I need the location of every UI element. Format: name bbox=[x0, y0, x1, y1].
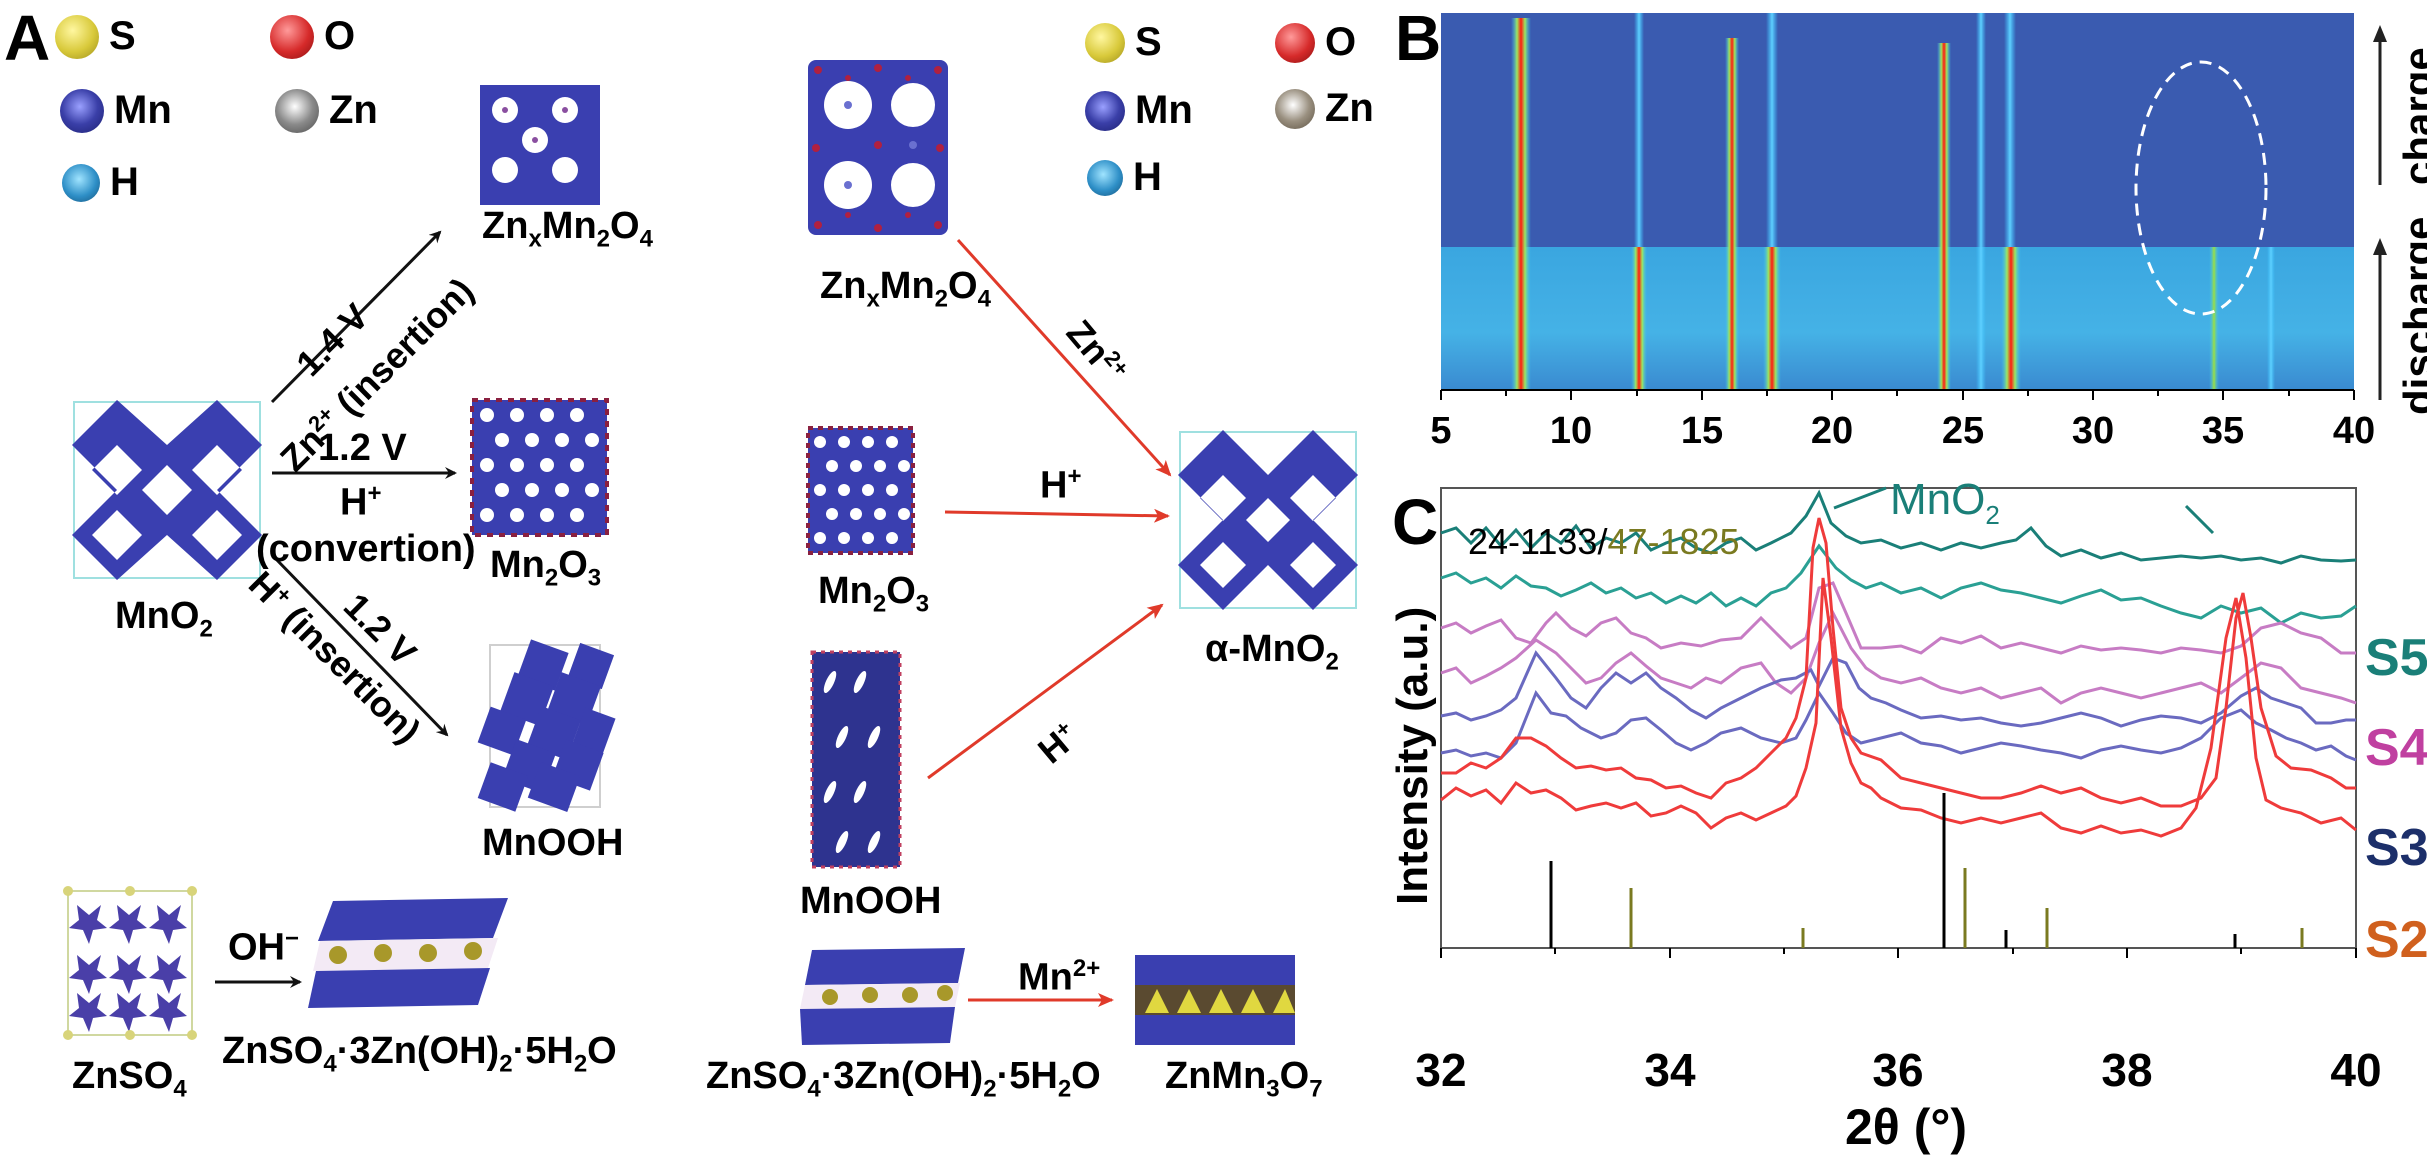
zhs-structure-icon-left bbox=[308, 898, 508, 1008]
legend-zn: Zn bbox=[275, 88, 378, 133]
zinc-atom-icon bbox=[1275, 88, 1315, 129]
znmn3o7-label: ZnMn3O7 bbox=[1165, 1055, 1323, 1103]
znxmn2o4-structure-icon bbox=[480, 85, 600, 205]
path2-voltage-label: 1.2 V bbox=[318, 427, 407, 469]
b-x-tick: 30 bbox=[2071, 410, 2115, 452]
b-x-tick: 5 bbox=[1430, 410, 1452, 452]
h-ion-label-mn2o3: H+ bbox=[1040, 463, 1082, 507]
b-x-tick: 10 bbox=[1549, 410, 1593, 452]
legend-mn: Mn bbox=[60, 88, 172, 133]
series-label-s3: S3 bbox=[2365, 819, 2427, 877]
hydrogen-atom-icon bbox=[1087, 159, 1123, 196]
path2-process-bottom-label: (convertion) bbox=[256, 528, 476, 570]
znxmn2o4-label: ZnxMn2O4 bbox=[482, 205, 653, 253]
legend-right-mn: Mn bbox=[1085, 88, 1193, 133]
c-x-tick: 40 bbox=[2330, 1044, 2382, 1096]
mn2o3-structure-icon-right bbox=[806, 426, 915, 555]
mn2-reagent-label: Mn2+ bbox=[1018, 955, 1101, 999]
discharge-label: discharge bbox=[2395, 216, 2427, 415]
sulfur-atom-icon bbox=[55, 14, 99, 59]
mn2o3-structure-icon bbox=[470, 398, 609, 537]
manganese-atom-icon bbox=[1085, 90, 1125, 131]
legend-o: O bbox=[270, 14, 355, 59]
b-x-tick: 25 bbox=[1941, 410, 1985, 452]
panel-a-label: A bbox=[4, 2, 51, 74]
series-label-s4: S4 bbox=[2365, 719, 2427, 777]
c-x-tick: 34 bbox=[1644, 1044, 1696, 1096]
znso4-label: ZnSO4 bbox=[72, 1055, 187, 1103]
series-label-s2: S2 bbox=[2365, 911, 2427, 969]
mnooh-label-right: MnOOH bbox=[800, 880, 942, 922]
zhs-structure-icon-right bbox=[800, 948, 965, 1045]
charge-label: charge bbox=[2395, 47, 2427, 185]
series-label-s5: S5 bbox=[2365, 629, 2427, 687]
oh-reagent-label: OH− bbox=[228, 925, 300, 969]
b-x-tick: 20 bbox=[1810, 410, 1854, 452]
b-x-tick: 40 bbox=[2332, 410, 2376, 452]
alpha-mno2-structure-icon bbox=[1178, 430, 1358, 610]
left-arrows bbox=[215, 230, 457, 988]
legend-right-s: S bbox=[1085, 20, 1162, 65]
reference-cards-label: 24-1133/47-1825 bbox=[1468, 521, 1740, 562]
sulfur-atom-icon bbox=[1085, 22, 1125, 63]
path2-process-top-label: H+ bbox=[340, 480, 382, 524]
charge-discharge-arrows bbox=[2373, 25, 2387, 400]
znso4-structure-icon bbox=[63, 886, 197, 1040]
panel-b-label: B bbox=[1395, 2, 1442, 74]
right-arrows bbox=[927, 238, 1172, 1007]
legend-right-zn: Zn bbox=[1275, 86, 1374, 131]
xrd-line-plot bbox=[1440, 486, 2357, 958]
panel-c-label: C bbox=[1392, 486, 1439, 558]
c-x-tick: 32 bbox=[1415, 1044, 1467, 1096]
manganese-atom-icon bbox=[60, 88, 104, 133]
znmn3o7-structure-icon bbox=[1135, 955, 1295, 1045]
c-x-tick: 38 bbox=[2101, 1044, 2153, 1096]
mnooh-label: MnOOH bbox=[482, 822, 624, 864]
legend-h: H bbox=[62, 160, 139, 205]
mnooh-structure-icon bbox=[477, 639, 616, 813]
c-y-axis-label: Intensity (a.u.) bbox=[1388, 606, 1437, 905]
mnooh-structure-icon-right bbox=[810, 650, 902, 869]
mno2-label: MnO2 bbox=[115, 595, 213, 643]
c-x-tick: 36 bbox=[1872, 1044, 1924, 1096]
mn2o3-label: Mn2O3 bbox=[490, 544, 602, 592]
znxmn2o4-structure-icon-right bbox=[808, 60, 948, 235]
zinc-atom-icon bbox=[275, 88, 319, 133]
b-x-tick: 35 bbox=[2201, 410, 2245, 452]
heatmap-peaks bbox=[1511, 13, 2275, 390]
hydrogen-atom-icon bbox=[62, 163, 100, 202]
znxmn2o4-label-right: ZnxMn2O4 bbox=[820, 265, 991, 313]
oxygen-atom-icon bbox=[1275, 22, 1315, 63]
legend-s: S bbox=[55, 14, 136, 59]
in-situ-xrd-heatmap bbox=[1441, 13, 2354, 247]
b-x-tick: 15 bbox=[1680, 410, 1724, 452]
mno2-structure-icon bbox=[72, 400, 262, 580]
mn2o3-label-right: Mn2O3 bbox=[818, 570, 930, 618]
alpha-mno2-label: α-MnO2 bbox=[1205, 628, 1339, 676]
heatmap-x-axis bbox=[1440, 389, 2355, 400]
zhs-label-right: ZnSO4·3Zn(OH)2·5H2O bbox=[706, 1055, 1101, 1103]
heatmap-discharge-region bbox=[1441, 247, 2354, 390]
zhs-label-left: ZnSO4·3Zn(OH)2·5H2O bbox=[222, 1030, 617, 1078]
c-x-axis-label: 2θ (°) bbox=[1845, 1099, 1968, 1155]
oxygen-atom-icon bbox=[270, 14, 314, 59]
legend-right-h: H bbox=[1087, 155, 1162, 200]
mno2-annotation: MnO2 bbox=[1890, 475, 2000, 530]
legend-right-o: O bbox=[1275, 20, 1356, 65]
